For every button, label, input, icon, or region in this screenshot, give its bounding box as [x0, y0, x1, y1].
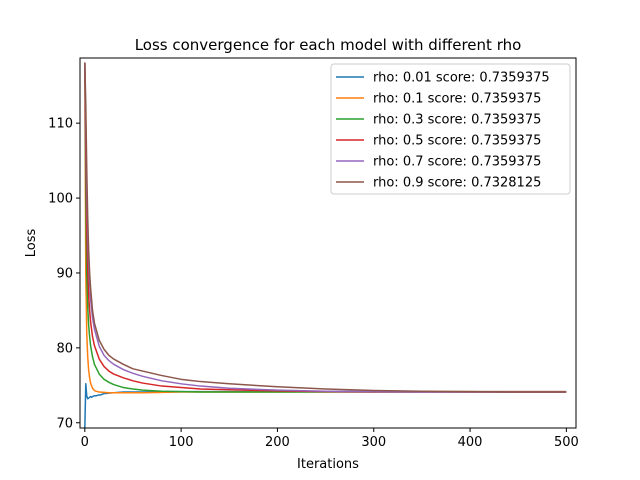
series-line-2 — [84, 62, 567, 393]
legend-label-3: rho: 0.5 score: 0.7359375 — [373, 134, 541, 149]
legend-label-4: rho: 0.7 score: 0.7359375 — [373, 155, 541, 170]
y-axis-ticks: 70 80 90 100 110 — [48, 117, 80, 431]
legend: rho: 0.01 score: 0.7359375 rho: 0.1 score… — [330, 63, 571, 195]
y-tick-label: 80 — [56, 341, 73, 356]
y-tick-label: 90 — [56, 266, 73, 281]
x-tick-label: 200 — [265, 435, 290, 450]
x-tick-label: 300 — [361, 435, 386, 450]
legend-label-5: rho: 0.9 score: 0.7328125 — [373, 176, 541, 191]
series-line-5 — [84, 62, 567, 393]
x-axis-ticks: 0 100 200 300 400 500 — [81, 428, 579, 450]
plot-frame — [79, 57, 577, 429]
x-tick-label: 0 — [81, 435, 89, 450]
y-tick-label: 70 — [56, 416, 73, 431]
legend-label-0: rho: 0.01 score: 0.7359375 — [373, 71, 550, 86]
x-tick-label: 500 — [554, 435, 579, 450]
x-tick-label: 100 — [169, 435, 194, 450]
x-tick-label: 400 — [458, 435, 483, 450]
legend-label-1: rho: 0.1 score: 0.7359375 — [373, 92, 541, 107]
chart-title: Loss convergence for each model with dif… — [135, 36, 522, 54]
series-layer — [84, 62, 567, 428]
legend-frame — [330, 63, 571, 195]
y-tick-label: 100 — [48, 192, 73, 207]
x-axis-label: Iterations — [297, 457, 359, 472]
y-tick-label: 110 — [48, 117, 73, 132]
legend-label-2: rho: 0.3 score: 0.7359375 — [373, 113, 541, 128]
y-axis-label: Loss — [24, 229, 39, 258]
